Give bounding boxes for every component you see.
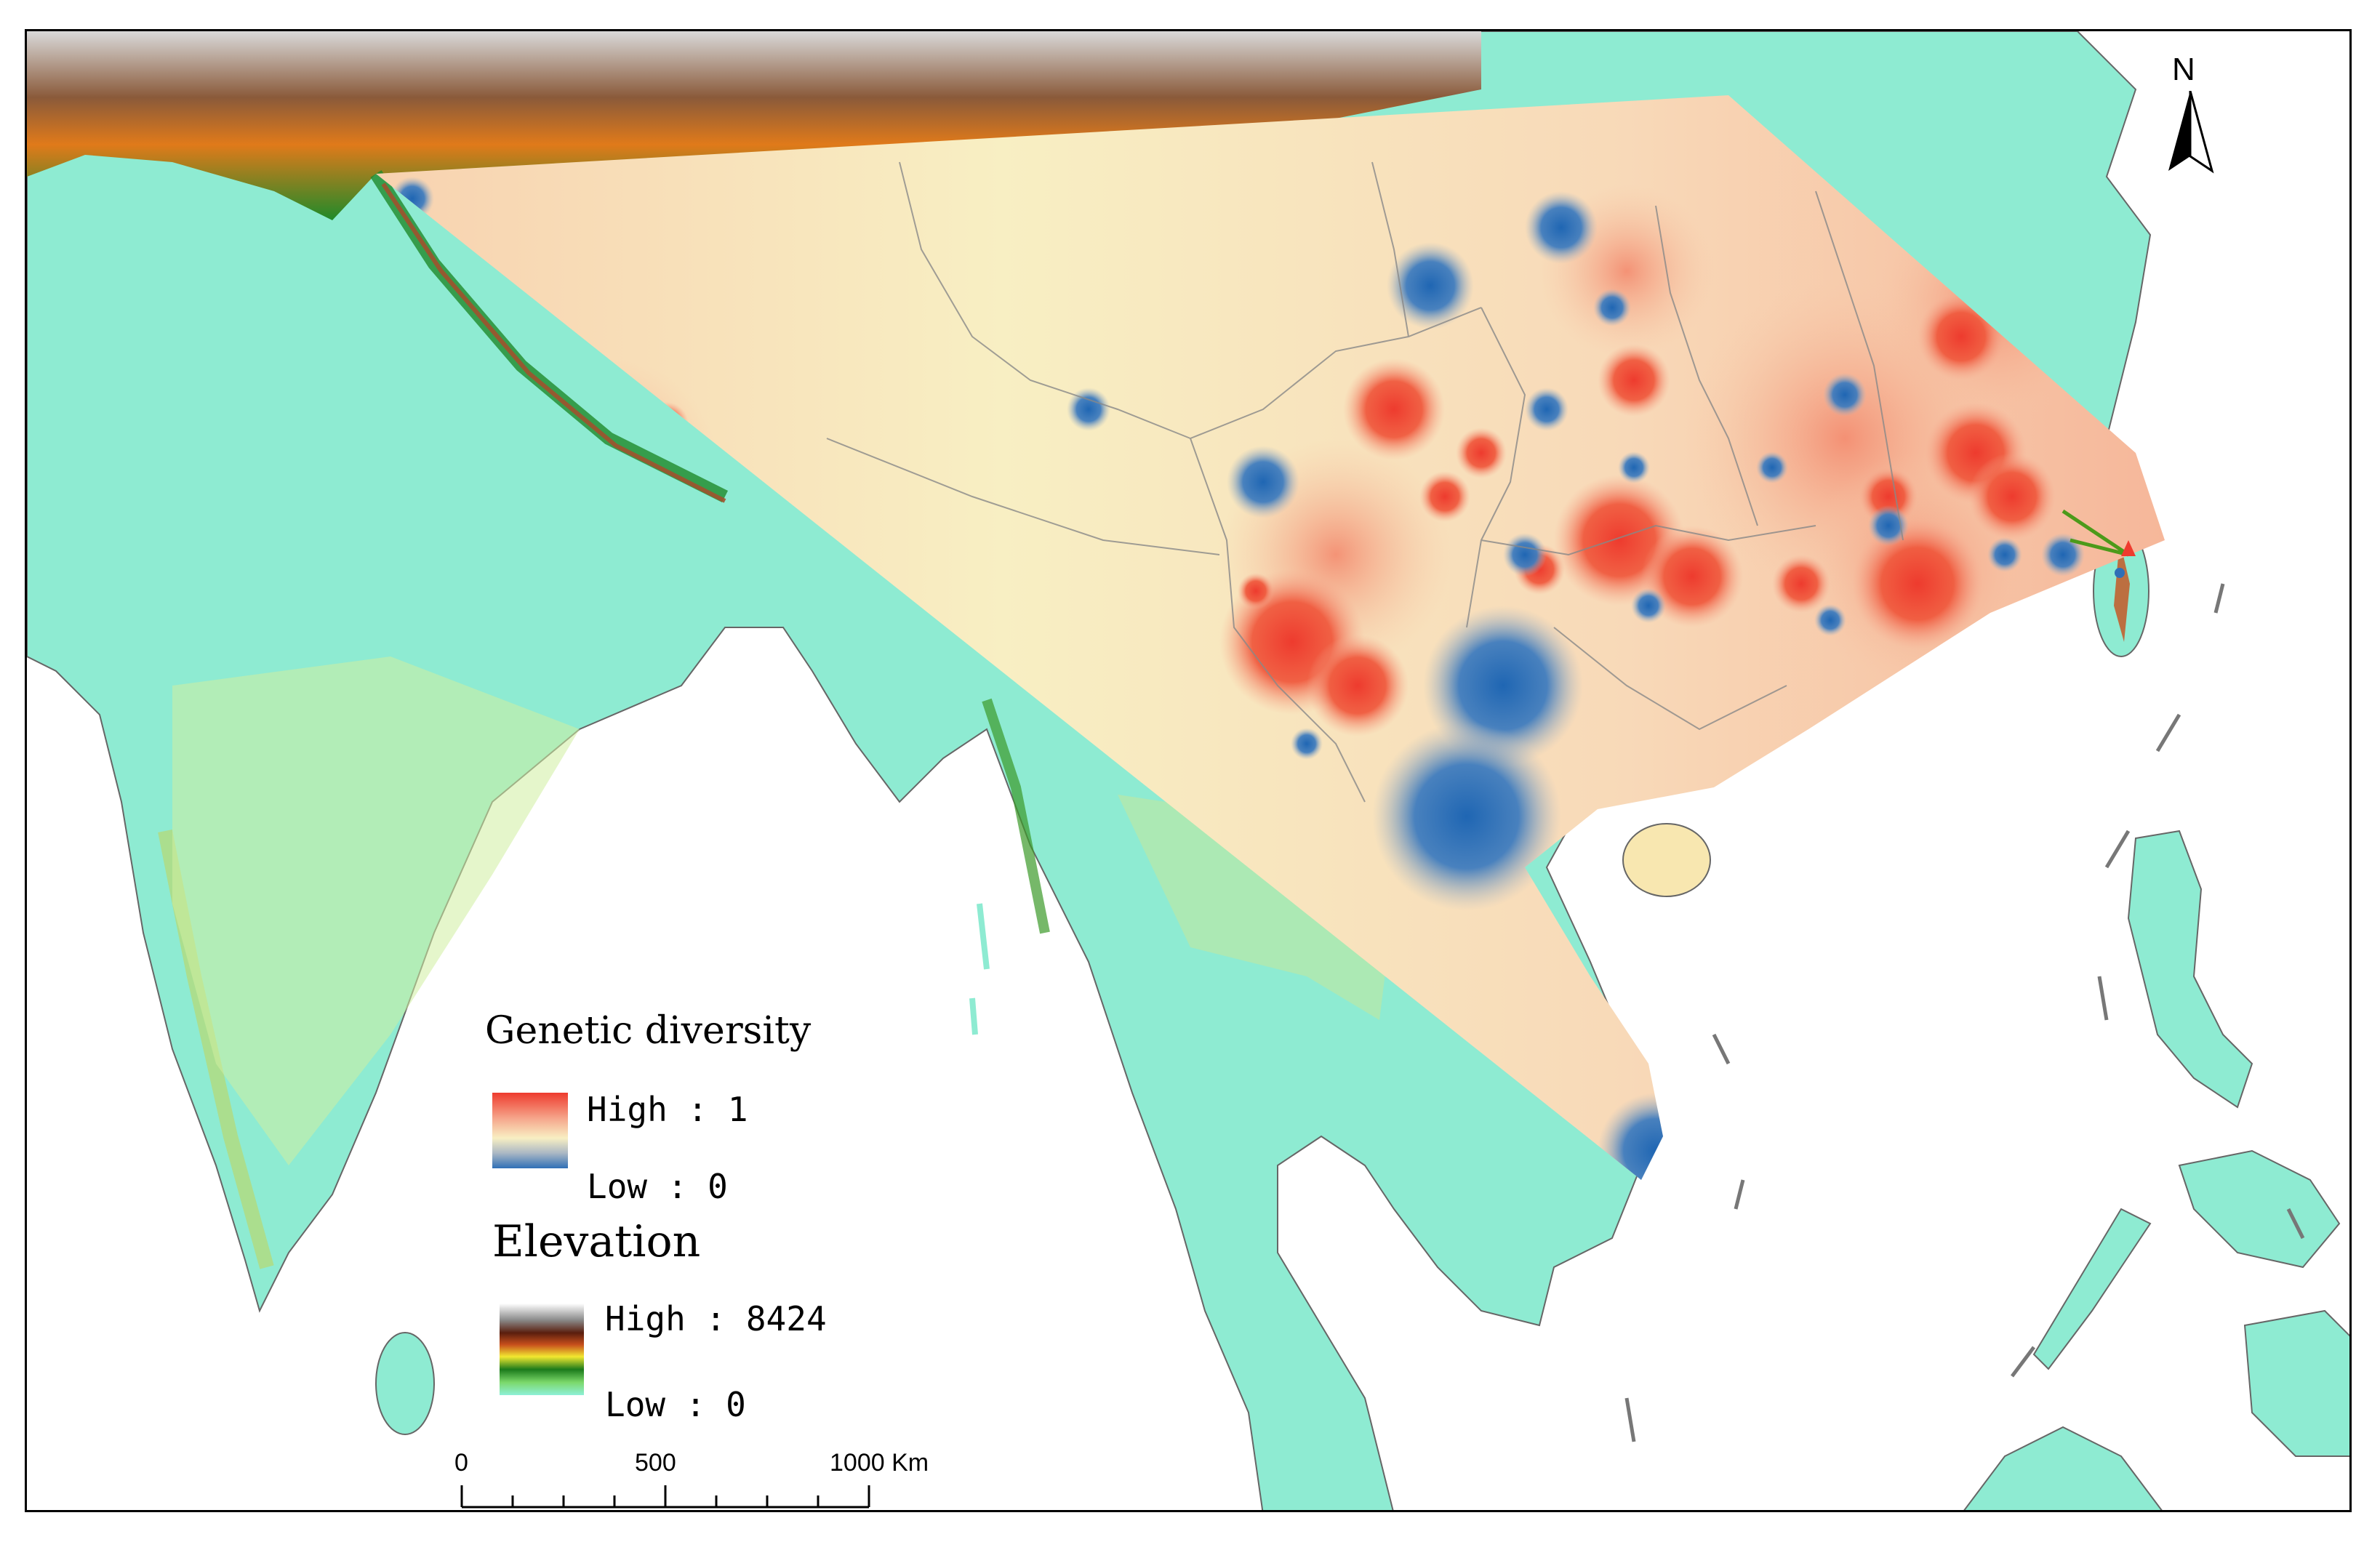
borneo bbox=[1963, 1426, 2163, 1510]
elevation-swatch bbox=[500, 1304, 584, 1395]
genetic-diversity-swatch bbox=[492, 1093, 568, 1168]
map-canvas[interactable] bbox=[27, 31, 2352, 1512]
scale-label-1000: 1000 Km bbox=[830, 1449, 929, 1477]
indochina-highlands bbox=[1118, 795, 1394, 1020]
himalaya-front-brown bbox=[381, 182, 726, 503]
scale-label-0: 0 bbox=[454, 1449, 468, 1477]
map-frame: N Genetic diversity High : 1 Low : 0 Ele… bbox=[25, 29, 2352, 1512]
andaman-islands bbox=[969, 903, 990, 1035]
arakan-range bbox=[982, 698, 1050, 934]
north-arrow-icon bbox=[2168, 91, 2214, 174]
genetic-low-label: Low : 0 bbox=[587, 1167, 728, 1206]
province-boundaries bbox=[826, 161, 1904, 803]
ocean-trench-lines bbox=[1624, 583, 2305, 1442]
genetic-legend-title: Genetic diversity bbox=[485, 1009, 812, 1053]
taiwan-sample-link bbox=[2062, 509, 2136, 578]
genetic-high-label: High : 1 bbox=[587, 1090, 748, 1129]
philippines-visayas bbox=[2178, 1149, 2341, 1269]
scale-bar bbox=[460, 1485, 870, 1509]
scale-label-500: 500 bbox=[635, 1449, 676, 1477]
philippines-luzon bbox=[2127, 830, 2253, 1109]
sri-lanka bbox=[375, 1332, 435, 1435]
elevation-high-label: High : 8424 bbox=[605, 1299, 827, 1338]
elevation-relief-layer bbox=[27, 31, 1481, 1269]
elevation-low-label: Low : 0 bbox=[605, 1385, 746, 1424]
mindanao bbox=[2243, 1309, 2349, 1457]
taiwan-highlands bbox=[2114, 540, 2130, 642]
elevation-legend-title: Elevation bbox=[492, 1216, 701, 1267]
north-label: N bbox=[2172, 52, 2195, 87]
deccan-plateau bbox=[172, 656, 580, 1165]
hainan-island bbox=[1622, 823, 1711, 897]
sample-marker-icon bbox=[2121, 540, 2136, 556]
palawan bbox=[2032, 1208, 2152, 1370]
